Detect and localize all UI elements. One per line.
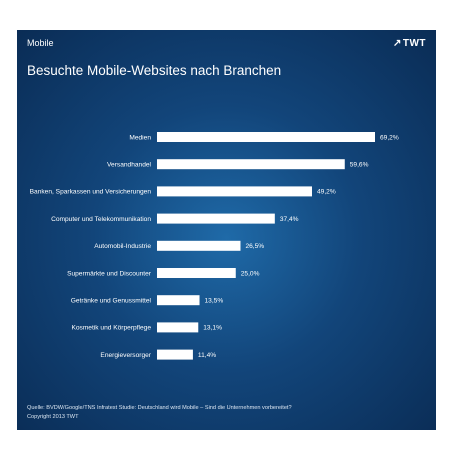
chart-title: Besuchte Mobile-Websites nach Branchen xyxy=(27,63,282,78)
bar xyxy=(157,213,275,224)
category-label: Medien xyxy=(129,134,151,141)
category-label: Getränke und Genussmittel xyxy=(71,298,152,305)
bar-chart: Medien 69,2% Versandhandel 59,6% Banken, Spa… xyxy=(30,132,399,360)
copyright-note: Copyright 2013 TWT xyxy=(27,414,79,420)
slide-background: Mobile ↗TWT Besuchte Mobile-Websites nac… xyxy=(17,30,436,430)
bar xyxy=(157,268,236,278)
twt-logo: ↗TWT xyxy=(393,38,426,49)
value-label: 26,5% xyxy=(245,243,264,250)
bar xyxy=(157,186,312,197)
bar xyxy=(157,159,345,170)
bar xyxy=(157,322,199,333)
value-label: 13,5% xyxy=(205,298,224,305)
category-label: Versandhandel xyxy=(107,162,152,169)
category-label: Supermärkte und Discounter xyxy=(67,270,152,277)
value-label: 69,2% xyxy=(380,134,399,141)
bar xyxy=(157,240,241,251)
category-label: Banken, Sparkassen und Versicherungen xyxy=(30,189,152,196)
category-label: Automobil-Industrie xyxy=(94,243,151,250)
section-label: Mobile xyxy=(27,38,54,48)
category-label: Energieversorger xyxy=(100,352,151,359)
category-label: Kosmetik und Körperpflege xyxy=(71,325,151,332)
source-note: Quelle: BVDW/Google/TNS Infratest Studie… xyxy=(27,405,292,411)
category-label: Computer und Telekommunikation xyxy=(51,216,151,223)
bar xyxy=(157,295,200,306)
arrow-icon: ↗ xyxy=(392,38,402,49)
value-label: 49,2% xyxy=(317,189,336,196)
value-label: 11,4% xyxy=(198,352,216,359)
bar xyxy=(157,132,375,142)
value-label: 13,1% xyxy=(203,325,222,332)
logo-text: TWT xyxy=(402,38,426,49)
value-label: 59,6% xyxy=(350,162,369,169)
value-label: 25,0% xyxy=(241,270,260,277)
value-label: 37,4% xyxy=(280,216,299,223)
bar xyxy=(157,349,193,360)
